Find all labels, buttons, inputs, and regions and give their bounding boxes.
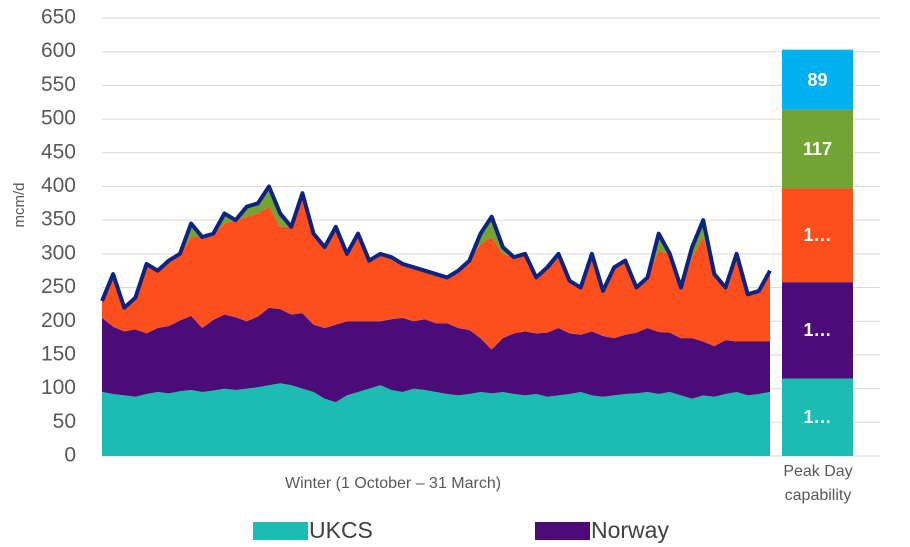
y-tick-label: 600 xyxy=(41,39,76,62)
y-tick-label: 200 xyxy=(41,309,76,332)
bar-value-label: 89 xyxy=(807,69,828,90)
bar-segment xyxy=(782,188,853,283)
bar-category-label: Peak Day capability xyxy=(783,463,853,504)
y-axis-label: mcm/d xyxy=(11,183,28,228)
line xyxy=(100,184,772,310)
bar-segment xyxy=(782,282,853,379)
y-tick-label: 650 xyxy=(41,6,76,29)
bar-value-label: 1… xyxy=(803,225,832,246)
bar-value-label: 117 xyxy=(802,139,833,160)
legend-label: Norway xyxy=(591,517,669,543)
y-tick-label: 350 xyxy=(41,208,76,231)
y-tick-label: 300 xyxy=(41,241,76,264)
bar-value-label: 1… xyxy=(803,320,832,341)
bar-segment xyxy=(782,49,853,110)
y-tick-label: 150 xyxy=(41,342,76,365)
bar-segment xyxy=(782,378,853,456)
y-tick-label: 100 xyxy=(41,376,76,399)
x-axis-label: Winter (1 October – 31 March) xyxy=(285,475,502,492)
y-tick-label: 250 xyxy=(41,275,76,298)
bar-segment xyxy=(782,109,853,189)
area-band xyxy=(102,383,770,456)
legend-swatch xyxy=(253,522,308,540)
y-tick-label: 50 xyxy=(53,410,76,433)
y-tick-label: 500 xyxy=(41,107,76,130)
bar-value-label: 1… xyxy=(803,407,832,428)
legend-label: UKCS xyxy=(309,517,373,543)
area-band xyxy=(102,307,770,403)
y-tick-label: 450 xyxy=(41,140,76,163)
y-tick-label: 550 xyxy=(41,73,76,96)
y-tick-label: 0 xyxy=(64,444,76,467)
legend-swatch xyxy=(535,522,590,540)
y-tick-label: 400 xyxy=(41,174,76,197)
